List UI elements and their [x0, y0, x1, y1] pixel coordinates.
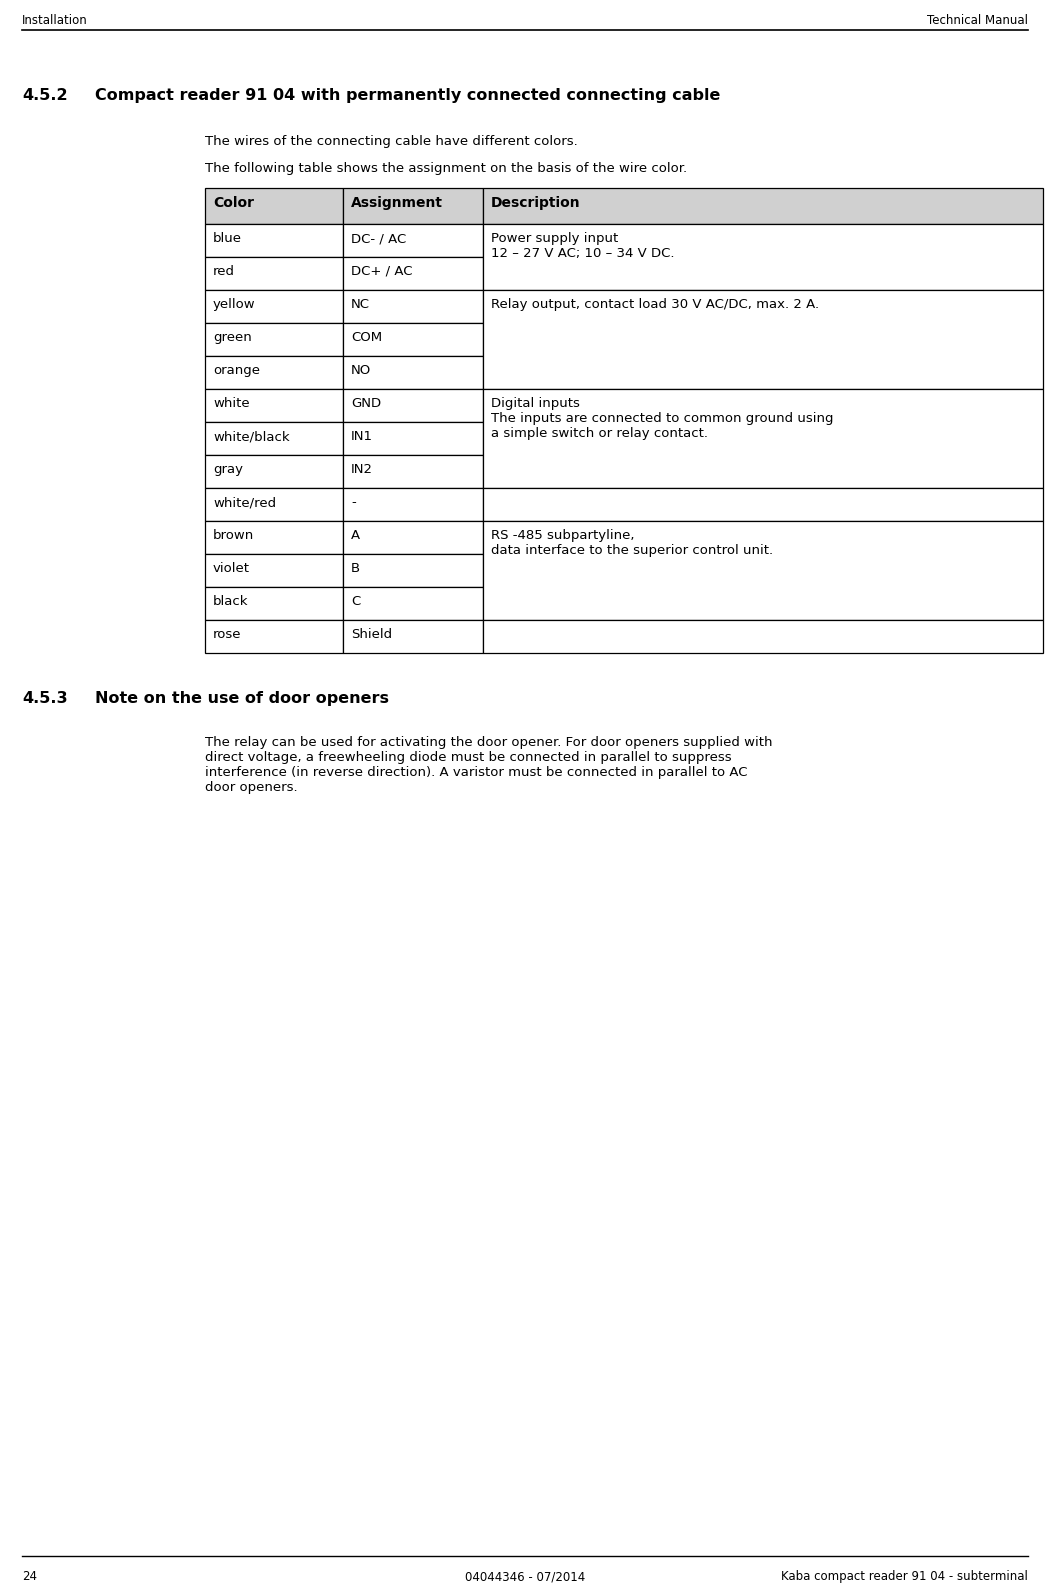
Text: DC- / AC: DC- / AC — [351, 232, 406, 244]
Text: white: white — [213, 396, 250, 411]
Bar — [205, 587, 343, 620]
Text: Note on the use of door openers: Note on the use of door openers — [94, 691, 388, 706]
Text: orange: orange — [213, 365, 260, 377]
Bar — [483, 389, 1043, 488]
Text: RS -485 subpartyline,
data interface to the superior control unit.: RS -485 subpartyline, data interface to … — [491, 530, 773, 557]
Text: Assignment: Assignment — [351, 197, 443, 209]
Bar — [343, 422, 483, 455]
Bar — [205, 422, 343, 455]
Text: B: B — [351, 561, 360, 576]
Text: IN2: IN2 — [351, 463, 373, 476]
Text: 4.5.3: 4.5.3 — [22, 691, 67, 706]
Text: red: red — [213, 265, 235, 278]
Text: white/red: white/red — [213, 496, 276, 509]
Text: 04044346 - 07/2014: 04044346 - 07/2014 — [465, 1570, 585, 1583]
Bar — [343, 488, 483, 520]
Bar — [205, 355, 343, 389]
Bar — [483, 290, 1043, 389]
Text: gray: gray — [213, 463, 243, 476]
Text: -: - — [351, 496, 356, 509]
Bar — [343, 290, 483, 324]
Text: Technical Manual: Technical Manual — [927, 14, 1028, 27]
Text: Power supply input
12 – 27 V AC; 10 – 34 V DC.: Power supply input 12 – 27 V AC; 10 – 34… — [491, 232, 674, 260]
Bar — [483, 520, 1043, 620]
Text: Installation: Installation — [22, 14, 88, 27]
Text: COM: COM — [351, 331, 382, 344]
Text: IN1: IN1 — [351, 430, 373, 442]
Text: white/black: white/black — [213, 430, 290, 442]
Text: Description: Description — [491, 197, 581, 209]
Text: blue: blue — [213, 232, 242, 244]
Text: Shield: Shield — [351, 628, 392, 641]
Text: Digital inputs
The inputs are connected to common ground using
a simple switch o: Digital inputs The inputs are connected … — [491, 396, 834, 439]
Text: Compact reader 91 04 with permanently connected connecting cable: Compact reader 91 04 with permanently co… — [94, 87, 720, 103]
Bar — [483, 189, 1043, 224]
Bar — [343, 520, 483, 554]
Text: 4.5.2: 4.5.2 — [22, 87, 67, 103]
Bar — [483, 224, 1043, 290]
Text: 24: 24 — [22, 1570, 37, 1583]
Bar — [205, 620, 343, 653]
Text: The relay can be used for activating the door opener. For door openers supplied : The relay can be used for activating the… — [205, 736, 773, 795]
Bar — [343, 257, 483, 290]
Bar — [343, 355, 483, 389]
Text: black: black — [213, 595, 249, 607]
Text: rose: rose — [213, 628, 242, 641]
Bar — [205, 389, 343, 422]
Bar — [205, 488, 343, 520]
Bar — [205, 455, 343, 488]
Text: The wires of the connecting cable have different colors.: The wires of the connecting cable have d… — [205, 135, 578, 147]
Bar — [205, 224, 343, 257]
Bar — [205, 520, 343, 554]
Text: NC: NC — [351, 298, 370, 311]
Text: Color: Color — [213, 197, 254, 209]
Bar — [343, 554, 483, 587]
Bar — [205, 290, 343, 324]
Text: Kaba compact reader 91 04 - subterminal: Kaba compact reader 91 04 - subterminal — [781, 1570, 1028, 1583]
Bar — [205, 189, 343, 224]
Text: brown: brown — [213, 530, 254, 542]
Text: C: C — [351, 595, 360, 607]
Bar — [205, 257, 343, 290]
Text: yellow: yellow — [213, 298, 255, 311]
Text: Relay output, contact load 30 V AC/DC, max. 2 A.: Relay output, contact load 30 V AC/DC, m… — [491, 298, 819, 311]
Text: green: green — [213, 331, 252, 344]
Text: The following table shows the assignment on the basis of the wire color.: The following table shows the assignment… — [205, 162, 687, 174]
Bar — [483, 488, 1043, 520]
Text: DC+ / AC: DC+ / AC — [351, 265, 413, 278]
Text: A: A — [351, 530, 360, 542]
Bar — [343, 389, 483, 422]
Text: violet: violet — [213, 561, 250, 576]
Bar — [343, 224, 483, 257]
Bar — [205, 324, 343, 355]
Bar — [343, 189, 483, 224]
Bar — [483, 620, 1043, 653]
Text: NO: NO — [351, 365, 372, 377]
Bar — [343, 620, 483, 653]
Bar — [343, 455, 483, 488]
Text: GND: GND — [351, 396, 381, 411]
Bar — [343, 587, 483, 620]
Bar — [205, 554, 343, 587]
Bar — [343, 324, 483, 355]
